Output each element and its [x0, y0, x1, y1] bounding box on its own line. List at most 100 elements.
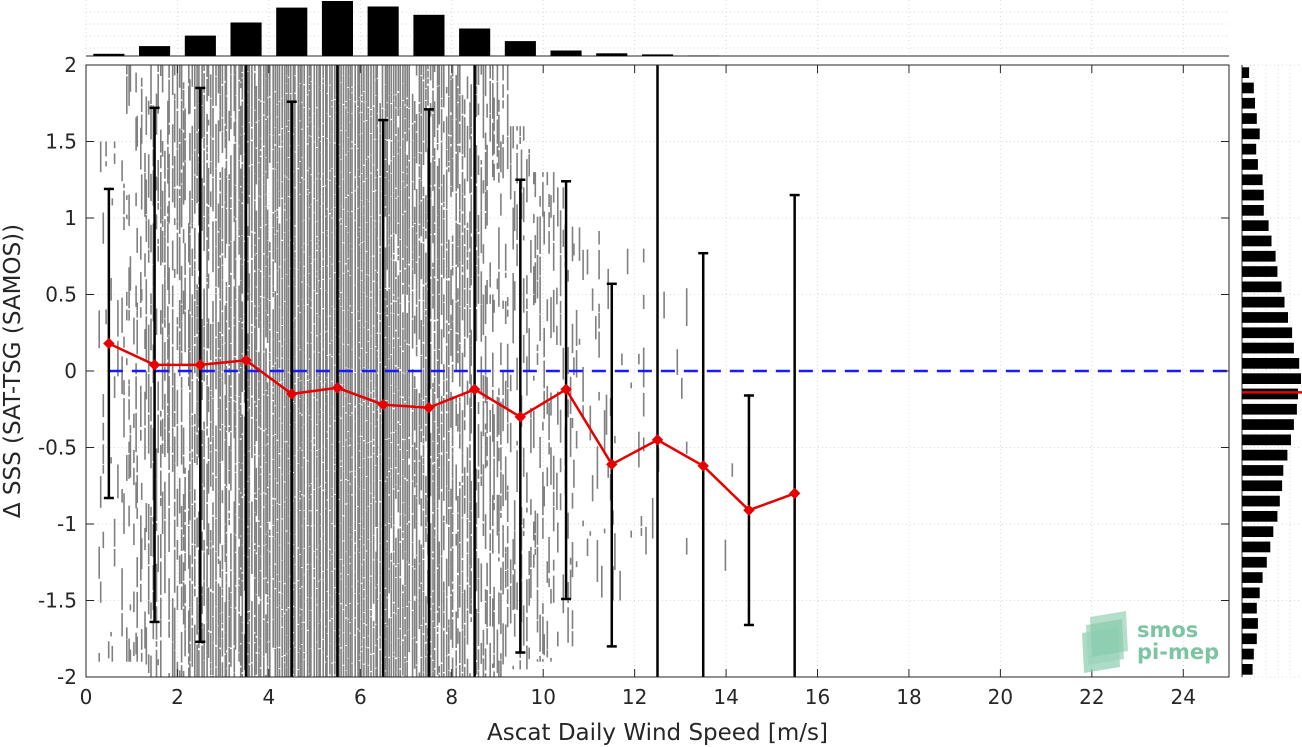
- scatter-strip: [254, 233, 256, 245]
- scatter-strip: [562, 574, 565, 614]
- scatter-strip: [316, 277, 318, 293]
- scatter-strip: [212, 547, 214, 592]
- scatter-strip: [135, 632, 137, 655]
- scatter-strip: [603, 410, 606, 454]
- scatter-strip: [152, 517, 155, 522]
- scatter-strip: [459, 514, 461, 542]
- scatter-strip: [285, 667, 288, 677]
- scatter-strip: [457, 334, 459, 352]
- scatter-strip: [390, 618, 393, 626]
- scatter-strip: [215, 194, 217, 219]
- scatter-strip: [233, 74, 236, 112]
- scatter-strip: [429, 458, 432, 497]
- scatter-strip: [297, 86, 300, 104]
- scatter-strip: [402, 459, 404, 476]
- scatter-strip: [198, 603, 200, 631]
- scatter-strip: [358, 661, 361, 677]
- scatter-strip: [308, 84, 311, 90]
- scatter-strip: [215, 246, 217, 287]
- scatter-strip: [404, 586, 406, 591]
- scatter-strip: [234, 316, 237, 333]
- scatter-strip: [386, 306, 388, 315]
- scatter-strip: [319, 409, 321, 420]
- scatter-strip: [338, 144, 340, 156]
- scatter-strip: [221, 240, 224, 254]
- scatter-strip: [107, 641, 110, 659]
- scatter-strip: [360, 405, 363, 436]
- scatter-strip: [406, 154, 408, 167]
- scatter-strip: [522, 126, 525, 141]
- scatter-strip: [173, 607, 176, 650]
- scatter-strip: [466, 152, 469, 182]
- scatter-strip: [140, 391, 142, 427]
- scatter-strip: [390, 468, 393, 477]
- scatter-strip: [379, 455, 381, 481]
- scatter-strip: [306, 438, 309, 461]
- scatter-strip: [415, 406, 418, 411]
- scatter-strip: [450, 550, 452, 595]
- scatter-strip: [310, 204, 312, 241]
- scatter-strip: [492, 495, 494, 526]
- scatter-strip: [482, 375, 485, 399]
- scatter-strip: [363, 216, 365, 242]
- scatter-strip: [247, 91, 249, 105]
- scatter-strip: [180, 100, 183, 129]
- scatter-strip: [466, 519, 469, 539]
- scatter-strip: [292, 633, 295, 643]
- scatter-strip: [392, 95, 395, 101]
- scatter-strip: [247, 534, 249, 557]
- scatter-strip: [269, 641, 271, 668]
- scatter-strip: [164, 342, 166, 367]
- scatter-strip: [269, 322, 271, 329]
- scatter-strip: [283, 482, 286, 502]
- scatter-strip: [489, 113, 491, 142]
- scatter-strip: [482, 629, 485, 656]
- scatter-strip: [526, 579, 528, 613]
- scatter-strip: [386, 316, 388, 360]
- scatter-strip: [121, 489, 123, 503]
- scatter-strip: [388, 289, 390, 327]
- scatter-strip: [367, 580, 370, 610]
- scatter-strip: [443, 673, 445, 677]
- scatter-strip: [388, 658, 390, 677]
- scatter-strip: [255, 98, 258, 122]
- scatter-strip: [528, 328, 530, 372]
- scatter-strip: [357, 100, 359, 106]
- scatter-strip: [212, 107, 214, 138]
- scatter-strip: [360, 641, 363, 647]
- scatter-strip: [443, 612, 445, 629]
- scatter-strip: [340, 441, 342, 461]
- scatter-strip: [347, 271, 349, 311]
- scatter-strip: [360, 619, 363, 642]
- scatter-strip: [413, 122, 416, 158]
- scatter-strip: [395, 459, 397, 467]
- scatter-strip: [206, 146, 208, 153]
- scatter-strip: [552, 215, 555, 241]
- scatter-strip: [123, 190, 125, 215]
- scatter-strip: [358, 206, 361, 227]
- scatter-strip: [433, 321, 436, 332]
- scatter-strip: [308, 546, 311, 578]
- scatter-strip: [238, 462, 240, 489]
- scatter-strip: [194, 346, 196, 374]
- scatter-strip: [164, 236, 166, 263]
- scatter-strip: [420, 180, 423, 200]
- scatter-strip: [498, 150, 500, 169]
- scatter-strip: [318, 581, 320, 624]
- scatter-strip: [477, 103, 480, 116]
- scatter-strip: [126, 195, 128, 200]
- scatter-strip: [221, 312, 224, 335]
- scatter-strip: [375, 226, 377, 250]
- scatter-strip: [283, 662, 286, 677]
- scatter-strip: [161, 284, 164, 324]
- scatter-strip: [338, 569, 340, 594]
- scatter-strip: [422, 198, 425, 228]
- scatter-strip: [329, 355, 331, 388]
- scatter-strip: [331, 218, 333, 232]
- scatter-strip: [150, 517, 152, 556]
- scatter-strip: [161, 65, 164, 93]
- scatter-strip: [201, 445, 203, 484]
- scatter-strip: [543, 211, 545, 245]
- scatter-strip: [310, 137, 312, 175]
- scatter-strip: [331, 619, 333, 663]
